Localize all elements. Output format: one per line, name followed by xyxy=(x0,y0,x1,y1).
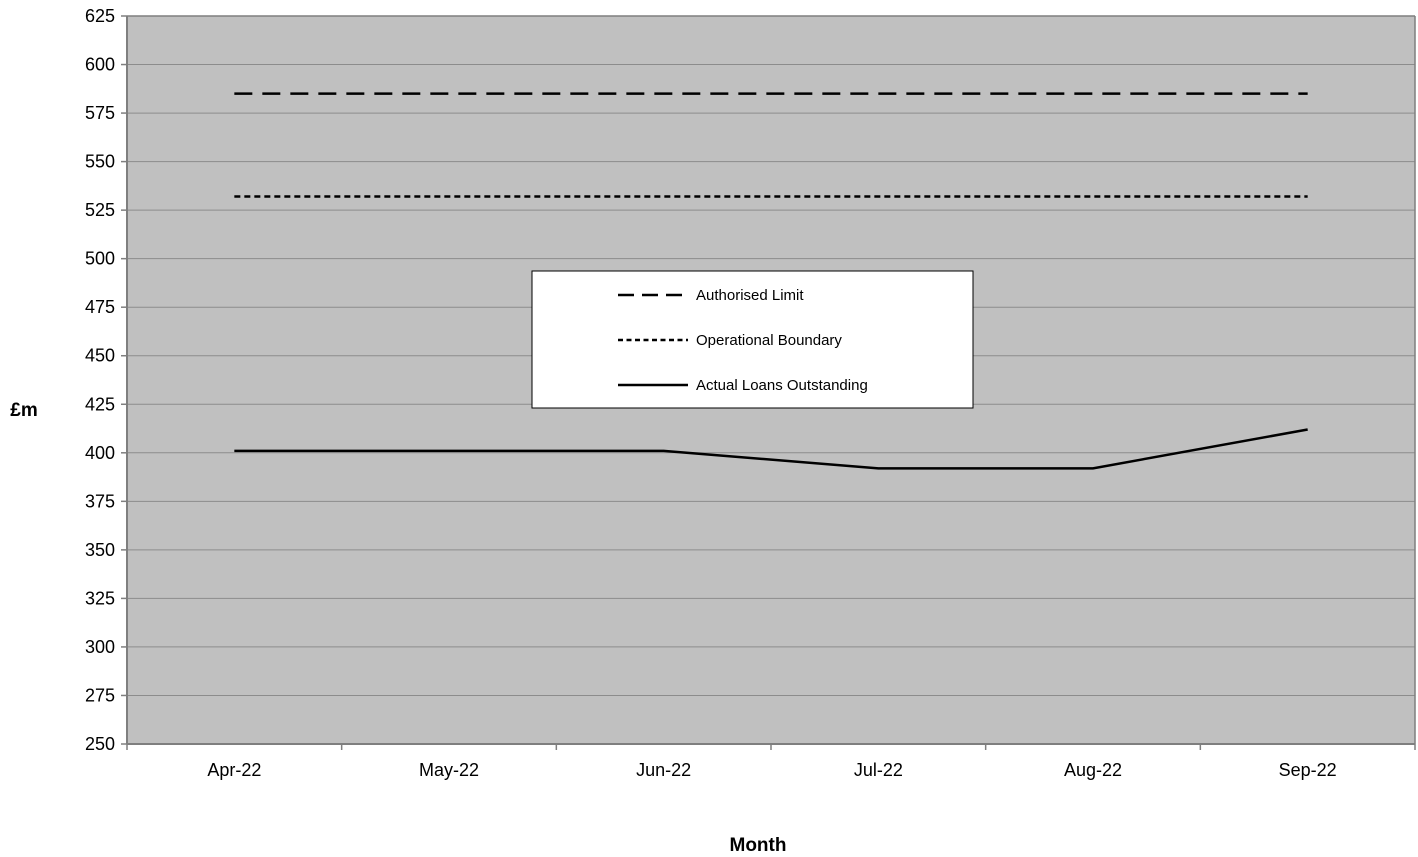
y-tick-label: 300 xyxy=(85,637,115,657)
x-tick-label: Aug-22 xyxy=(1064,760,1122,780)
y-tick-label: 550 xyxy=(85,152,115,172)
y-tick-label: 375 xyxy=(85,491,115,511)
legend-label: Actual Loans Outstanding xyxy=(696,377,868,394)
y-tick-label: 325 xyxy=(85,588,115,608)
y-tick-label: 350 xyxy=(85,540,115,560)
legend-label: Operational Boundary xyxy=(696,332,842,349)
y-tick-label: 425 xyxy=(85,394,115,414)
x-tick-label: Jun-22 xyxy=(636,760,691,780)
x-tick-label: May-22 xyxy=(419,760,479,780)
y-tick-label: 450 xyxy=(85,346,115,366)
y-tick-label: 525 xyxy=(85,200,115,220)
legend: Authorised Limit Operational Boundary Actu… xyxy=(531,270,974,409)
x-axis-title: Month xyxy=(730,835,787,852)
y-tick-label: 475 xyxy=(85,297,115,317)
y-tick-label: 400 xyxy=(85,443,115,463)
series-lines xyxy=(234,92,1308,470)
x-tick-label: Jul-22 xyxy=(854,760,903,780)
y-tick-label: 250 xyxy=(85,734,115,754)
y-axis-title: £m xyxy=(10,400,37,421)
x-tick-label: Sep-22 xyxy=(1279,760,1337,780)
y-tick-label: 275 xyxy=(85,685,115,705)
legend-label: Authorised Limit xyxy=(696,287,804,304)
y-tick-label: 625 xyxy=(85,6,115,26)
legend-box xyxy=(531,270,974,409)
y-tick-label: 500 xyxy=(85,249,115,269)
series-line xyxy=(234,428,1308,470)
y-tick-label: 600 xyxy=(85,55,115,75)
y-tick-label: 575 xyxy=(85,103,115,123)
axes: 250 275 300 325 350 375 400 425 450 475 500 525 550 5… xyxy=(85,6,1416,780)
x-tick-label: Apr-22 xyxy=(207,760,261,780)
